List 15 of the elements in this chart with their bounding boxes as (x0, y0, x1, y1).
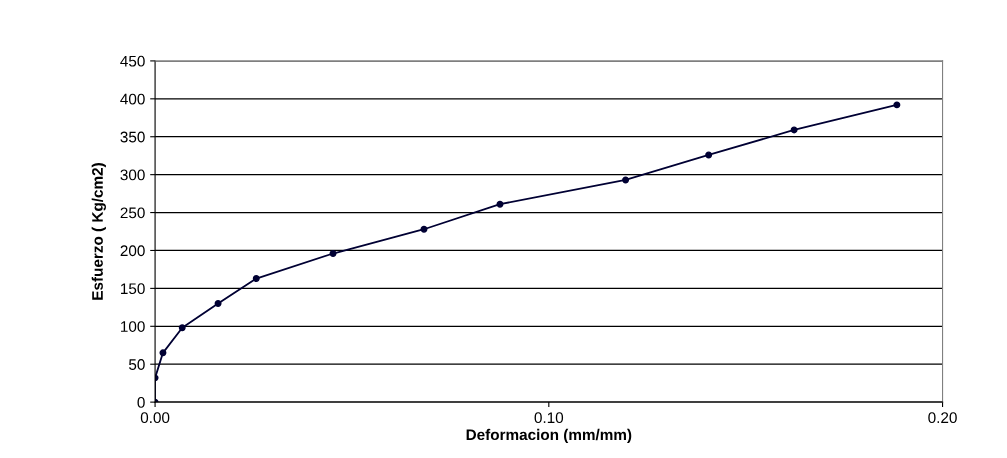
x-tick-label: 0.20 (928, 412, 957, 424)
y-tick-label: 250 (120, 207, 145, 219)
y-tick-label: 200 (120, 245, 145, 257)
y-tick-label: 300 (120, 169, 145, 181)
y-axis-title: Esfuerzo ( Kg/cm2) (91, 163, 106, 300)
x-tick-label: 0.00 (140, 412, 170, 424)
x-tick-label: 0.10 (534, 412, 564, 424)
y-tick-label: 100 (121, 321, 145, 332)
x-axis-title: Deformacion (mm/mm) (466, 428, 632, 444)
y-tick-label: 450 (120, 55, 145, 67)
y-tick-label: 0 (137, 396, 145, 408)
y-tick-label: 50 (128, 359, 145, 370)
y-tick-label: 400 (120, 93, 145, 105)
y-tick-label: 350 (120, 131, 145, 143)
y-tick-label: 150 (121, 283, 145, 295)
